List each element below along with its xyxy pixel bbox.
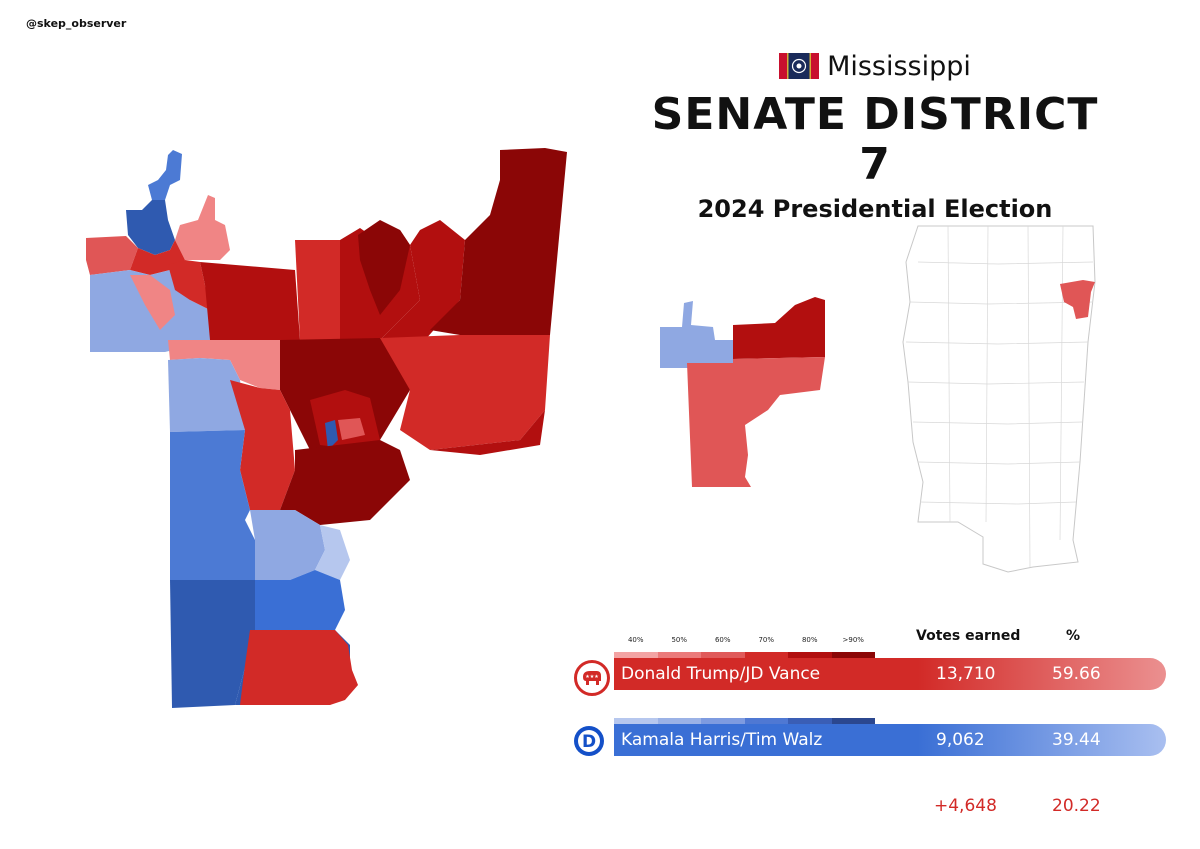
precinct [358,220,410,315]
candidate-votes: 13,710 [936,664,996,684]
precinct [230,380,295,510]
candidate-name: Donald Trump/JD Vance [621,664,821,684]
margin-votes: +4,648 [934,796,997,816]
candidate-pct: 59.66 [1052,664,1101,684]
blue-scale-swatch [657,718,701,724]
precinct [250,510,325,580]
precinct [175,195,230,260]
scale-label: >90% [842,636,864,644]
dem-d-icon: D [574,726,604,756]
precinct [170,430,250,520]
red-scale-swatch [614,652,658,658]
precinct [170,580,255,708]
state-row: Mississippi [640,48,1110,84]
candidate-bar-harris: Kamala Harris/Tim Walz 9,062 39.44 [614,724,1166,756]
blue-scale-swatch [744,718,788,724]
red-scale-swatch [831,652,875,658]
candidate-name: Kamala Harris/Tim Walz [621,730,823,750]
page-subtitle: 2024 Presidential Election [697,195,1053,223]
header: Mississippi SENATE DISTRICT 7 2024 Presi… [640,48,1110,224]
blue-scale-swatch [788,718,832,724]
red-scale-swatch [788,652,832,658]
precinct [200,262,300,340]
precinct [325,420,338,450]
scale-label: 50% [671,636,688,644]
state-outline [902,225,1096,573]
district-precinct-map [86,148,567,708]
svg-text:D: D [582,732,596,752]
precinct [255,570,345,630]
precinct [315,525,350,580]
blue-scale-swatch [614,718,658,724]
precinct [430,148,567,335]
candidate-pct: 39.44 [1052,730,1101,750]
svg-text:★★★: ★★★ [585,674,599,680]
precinct [148,150,182,200]
precinct [126,200,175,255]
state-name: Mississippi [827,50,971,82]
scale-label: 60% [714,636,731,644]
author-handle: @skep_observer [26,17,127,30]
red-scale-swatch [744,652,788,658]
highlighted-district [1060,280,1095,319]
mississippi-flag-icon [779,53,820,79]
red-scale [614,652,875,658]
precinct [168,358,245,432]
red-scale-swatch [701,652,745,658]
district-northwest [660,301,733,368]
precinct [130,275,175,330]
votes-header: Votes earned [916,628,1021,644]
precinct [295,240,352,340]
red-scale-swatch [657,652,701,658]
precinct [380,335,550,450]
blue-scale-swatch [701,718,745,724]
scale-labels: 40% 50% 60% 70% 80% >90% [614,636,875,644]
precinct [86,236,138,275]
state-locator-map [902,225,1096,573]
scale-label: 70% [758,636,775,644]
district-south [687,357,825,487]
precinct [240,630,358,705]
margin-pct: 20.22 [1052,796,1101,816]
precinct [338,418,365,440]
scale-label: 80% [801,636,818,644]
pct-header: % [1066,628,1081,644]
scale-label: 40% [627,636,644,644]
page-title: SENATE DISTRICT 7 [651,89,1099,190]
district-northeast [733,297,825,359]
precinct [170,520,255,580]
district-boundaries [905,225,1094,568]
blue-scale [614,718,875,724]
candidate-bar-trump: Donald Trump/JD Vance 13,710 59.66 [614,658,1166,690]
precinct [380,220,465,340]
results-panel: 40% 50% 60% 70% 80% >90% Votes earned % … [574,620,1174,820]
precinct [280,440,410,525]
gop-elephant-icon: ★★★ [574,660,610,696]
district-outline-map [660,297,825,487]
precinct [430,410,545,455]
precinct [168,340,280,390]
precinct [168,260,210,310]
blue-scale-swatch [831,718,875,724]
candidate-votes: 9,062 [936,730,985,750]
